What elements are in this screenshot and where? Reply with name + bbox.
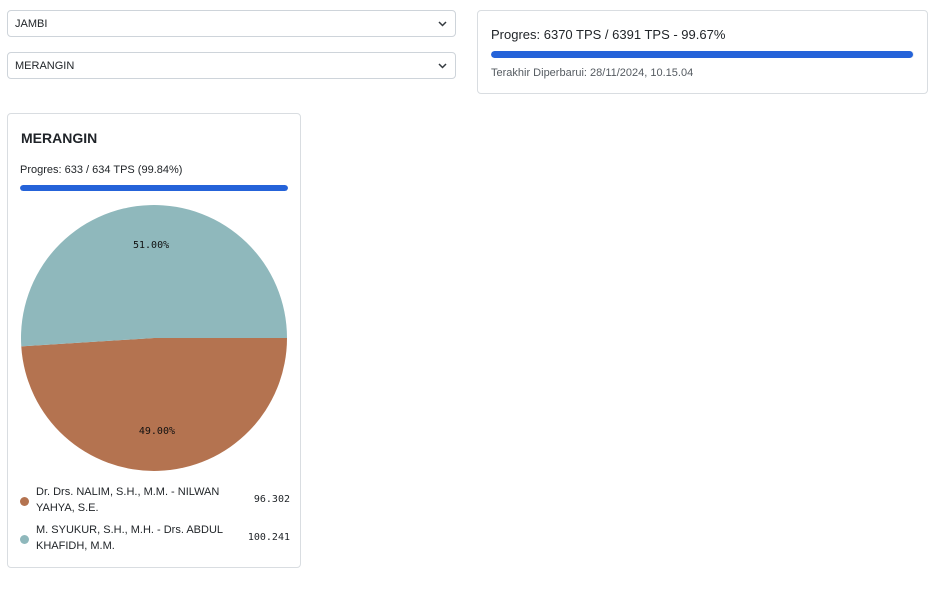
- region-progress-fill: [20, 185, 288, 191]
- pie-slice-1[interactable]: [21, 338, 288, 472]
- pie-chart: 49.00% 51.00%: [21, 205, 288, 472]
- province-select-value: JAMBI: [15, 17, 48, 30]
- overall-progress-card: Progres: 6370 TPS / 6391 TPS - 99.67% Te…: [477, 10, 928, 94]
- overall-progress-bar: [491, 51, 914, 58]
- overall-progress-fill: [491, 51, 913, 58]
- regency-select-value: MERANGIN: [15, 59, 75, 72]
- pie-slice-label: 51.00%: [133, 240, 169, 251]
- region-card: MERANGIN Progres: 633 / 634 TPS (99.84%)…: [7, 113, 301, 568]
- legend-swatch: [20, 497, 29, 506]
- chevron-down-icon: [438, 62, 447, 69]
- overall-progress-text: Progres: 6370 TPS / 6391 TPS - 99.67%: [491, 27, 726, 42]
- region-title: MERANGIN: [21, 130, 98, 146]
- legend-candidate-name: M. SYUKUR, S.H., M.H. - Drs. ABDUL KHAFI…: [36, 524, 223, 552]
- last-updated-text: Terakhir Diperbarui: 28/11/2024, 10.15.0…: [491, 67, 694, 79]
- legend-item-candidate-1[interactable]: Dr. Drs. NALIM, S.H., M.M. - NILWAN YAHY…: [20, 484, 290, 518]
- legend-item-candidate-2[interactable]: M. SYUKUR, S.H., M.H. - Drs. ABDUL KHAFI…: [20, 522, 290, 556]
- province-select[interactable]: JAMBI: [7, 10, 456, 37]
- pie-slice-label: 49.00%: [139, 426, 175, 437]
- region-progress-bar: [20, 185, 288, 191]
- region-progress-text: Progres: 633 / 634 TPS (99.84%): [20, 164, 183, 176]
- regency-select[interactable]: MERANGIN: [7, 52, 456, 79]
- legend-swatch: [20, 535, 29, 544]
- legend-candidate-name: Dr. Drs. NALIM, S.H., M.M. - NILWAN YAHY…: [36, 486, 220, 514]
- legend-vote-count: 96.302: [253, 494, 290, 505]
- pie-slice-2[interactable]: [21, 205, 288, 347]
- legend-vote-count: 100.241: [247, 532, 290, 543]
- chevron-down-icon: [438, 20, 447, 27]
